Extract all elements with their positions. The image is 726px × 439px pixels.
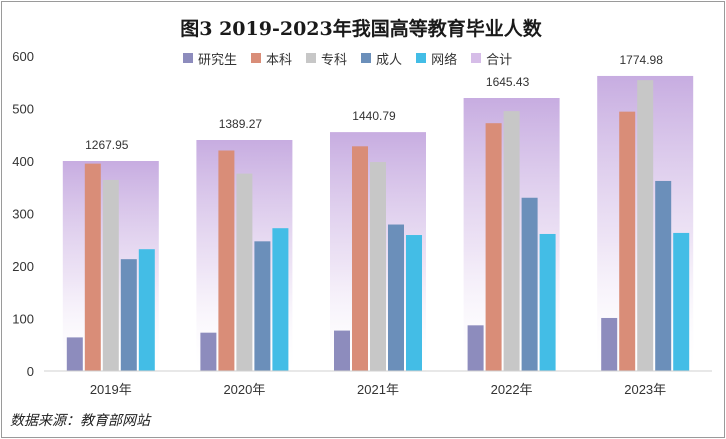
bar-1-3 <box>334 330 350 371</box>
source-note: 数据来源：教育部网站 <box>10 413 150 429</box>
chart-legend: 研究生 本科 专科 成人 网络 合计 <box>183 49 513 68</box>
legend-swatch-adult <box>361 53 372 63</box>
bar-3-3 <box>370 162 386 371</box>
bar-2-2 <box>218 150 235 371</box>
y-tick-label-100: 100 <box>12 312 34 327</box>
legend-swatch-junior-college <box>306 53 317 63</box>
y-tick-label-400: 400 <box>12 154 34 169</box>
legend-item-total: 合计 <box>471 49 513 68</box>
bar-2-5 <box>619 111 636 372</box>
y-tick-label-200: 200 <box>12 259 34 274</box>
total-label-1: 1267.95 <box>85 138 129 152</box>
total-label-4: 1645.43 <box>486 75 530 89</box>
legend-item-online: 网络 <box>416 49 458 68</box>
legend-item-adult: 成人 <box>361 49 403 68</box>
bar-4-1 <box>120 259 137 371</box>
bar-4-2 <box>254 241 271 371</box>
bar-2-1 <box>84 163 101 371</box>
bar-1-5 <box>601 317 618 371</box>
legend-item-undergraduate: 本科 <box>251 49 293 68</box>
legend-item-junior-college: 专科 <box>306 49 348 68</box>
bar-5-4 <box>539 233 556 371</box>
bar-5-2 <box>272 228 289 371</box>
x-tick-label-2: 2020年 <box>223 382 265 397</box>
bar-3-1 <box>102 179 119 371</box>
bar-1-2 <box>200 332 217 371</box>
legend-item-graduate: 研究生 <box>183 49 238 68</box>
bar-5-3 <box>406 235 422 371</box>
legend-label-graduate: 研究生 <box>198 52 238 68</box>
bar-4-4 <box>521 197 538 371</box>
bar-3-4 <box>503 111 520 371</box>
bar-3-2 <box>236 173 253 371</box>
bar-1-1 <box>66 337 83 371</box>
y-tick-label-0: 0 <box>27 364 34 379</box>
legend-label-total: 合计 <box>486 52 513 68</box>
bar-1-4 <box>467 325 484 371</box>
total-label-3: 1440.79 <box>352 109 396 123</box>
chart-title: 图3 2019-2023年我国高等教育毕业人数 <box>180 18 542 40</box>
y-tick-label-300: 300 <box>12 207 34 222</box>
legend-swatch-graduate <box>183 53 193 63</box>
legend-label-adult: 成人 <box>376 52 403 68</box>
x-tick-label-3: 2021年 <box>357 382 399 397</box>
bar-4-3 <box>388 224 404 371</box>
legend-label-undergraduate: 本科 <box>266 52 293 68</box>
total-label-2: 1389.27 <box>219 117 263 131</box>
legend-label-junior-college: 专科 <box>321 52 348 68</box>
bar-2-4 <box>485 123 502 371</box>
x-tick-label-4: 2022年 <box>491 382 533 397</box>
legend-swatch-undergraduate <box>251 53 262 63</box>
legend-swatch-online <box>416 53 427 63</box>
bar-5-1 <box>138 249 155 371</box>
legend-swatch-total <box>471 53 482 63</box>
bar-5-5 <box>673 232 690 371</box>
x-tick-label-1: 2019年 <box>90 382 132 397</box>
y-tick-label-500: 500 <box>12 102 34 117</box>
bar-3-5 <box>637 80 654 372</box>
y-tick-label-600: 600 <box>12 49 34 64</box>
bar-4-5 <box>655 180 672 371</box>
legend-label-online: 网络 <box>431 52 458 68</box>
x-tick-label-5: 2023年 <box>624 382 666 397</box>
total-label-5: 1774.98 <box>620 53 664 67</box>
bar-2-3 <box>352 146 368 371</box>
